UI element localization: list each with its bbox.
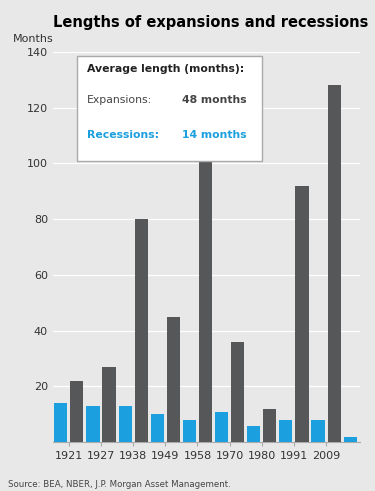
Bar: [327, 85, 341, 442]
Text: 48 months: 48 months: [182, 95, 246, 105]
Bar: [118, 406, 132, 442]
Text: Source: BEA, NBER, J.P. Morgan Asset Management.: Source: BEA, NBER, J.P. Morgan Asset Man…: [8, 480, 230, 489]
Bar: [231, 342, 244, 442]
Bar: [151, 414, 164, 442]
Bar: [135, 219, 148, 442]
Bar: [312, 420, 325, 442]
Text: Months: Months: [13, 34, 54, 44]
FancyBboxPatch shape: [77, 56, 262, 161]
Text: Expansions:: Expansions:: [87, 95, 152, 105]
Bar: [183, 420, 196, 442]
Bar: [344, 436, 357, 442]
Text: Average length (months):: Average length (months):: [87, 64, 244, 74]
Text: 14 months: 14 months: [182, 130, 246, 140]
Bar: [247, 426, 260, 442]
Text: Lengths of expansions and recessions: Lengths of expansions and recessions: [53, 15, 368, 30]
Text: Recessions:: Recessions:: [87, 130, 159, 140]
Bar: [199, 147, 212, 442]
Bar: [296, 186, 309, 442]
Bar: [279, 420, 292, 442]
Bar: [102, 367, 116, 442]
Bar: [54, 403, 68, 442]
Bar: [70, 381, 84, 442]
Bar: [215, 411, 228, 442]
Bar: [263, 409, 276, 442]
Bar: [86, 406, 100, 442]
Bar: [167, 317, 180, 442]
